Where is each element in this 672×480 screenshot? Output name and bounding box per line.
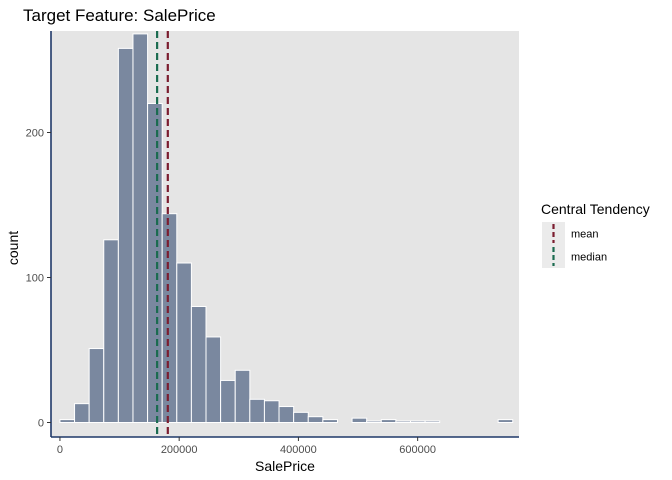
x-tick-label: 600000 [399, 444, 436, 456]
legend-title: Central Tendency [541, 201, 650, 217]
histogram-bar [220, 379, 236, 424]
histogram-bar [497, 419, 514, 424]
chart-title: Target Feature: SalePrice [23, 6, 216, 25]
histogram-bar [263, 400, 280, 423]
histogram-bar [249, 398, 265, 423]
reference-lines [156, 31, 169, 437]
legend: Central Tendency mean median [541, 201, 650, 268]
histogram-bar [190, 306, 207, 423]
histogram-bar [205, 336, 222, 424]
y-axis-ticks: 0 100 200 [26, 128, 51, 430]
histogram-bar [88, 348, 105, 423]
x-axis-ticks: 0 200000 400000 600000 [57, 437, 436, 456]
y-tick-label: 100 [26, 273, 44, 285]
histogram-bar [59, 419, 76, 424]
histogram-bar [161, 213, 178, 423]
x-tick-label: 0 [57, 444, 63, 456]
histogram-bar [74, 403, 90, 423]
histogram-bar [278, 406, 295, 423]
histogram-bar [234, 369, 251, 423]
histogram-bar [380, 419, 397, 424]
x-tick-label: 400000 [280, 444, 317, 456]
bars [59, 33, 514, 424]
legend-label-mean: mean [571, 229, 599, 241]
histogram-bar [322, 419, 338, 424]
histogram-bar [351, 417, 368, 423]
histogram-bar [366, 420, 382, 423]
histogram-bar [307, 416, 324, 424]
histogram-bar [293, 411, 309, 424]
x-axis-title: SalePrice [255, 458, 315, 474]
histogram-bar [176, 262, 192, 423]
histogram-bar [103, 239, 119, 423]
histogram-bar [117, 47, 134, 424]
legend-label-median: median [571, 252, 607, 264]
y-tick-label: 200 [26, 128, 44, 140]
y-tick-label: 0 [38, 418, 44, 430]
y-axis-title: count [5, 231, 21, 265]
histogram-bar [424, 420, 441, 423]
legend-items: mean median [542, 222, 607, 268]
x-tick-label: 200000 [161, 444, 198, 456]
histogram-bar [395, 420, 411, 423]
histogram-bar [409, 420, 426, 423]
histogram-bar [147, 103, 163, 423]
histogram-bar [132, 33, 149, 424]
